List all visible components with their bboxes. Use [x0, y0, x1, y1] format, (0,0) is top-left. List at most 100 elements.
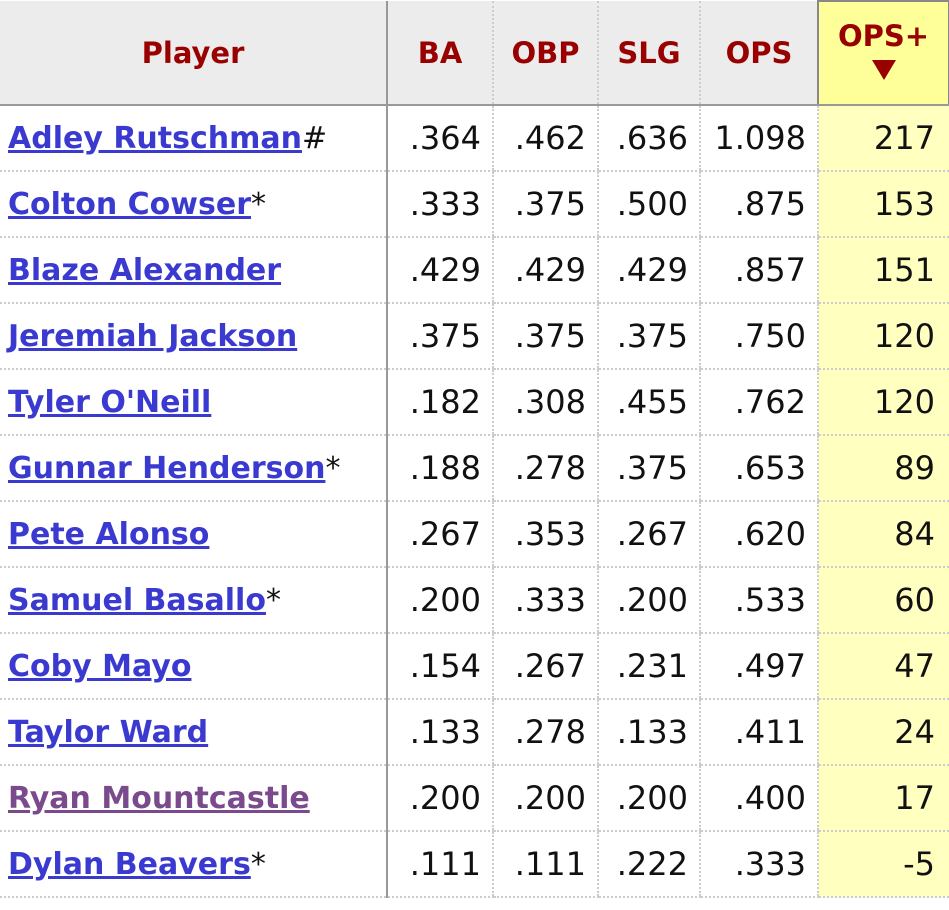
obp-cell: .308	[492, 369, 598, 436]
obp-cell: .333	[492, 567, 598, 634]
player-link[interactable]: Colton Cowser	[8, 186, 252, 222]
player-cell: Ryan Mountcastle	[0, 765, 388, 832]
slg-cell: .455	[597, 369, 700, 436]
player-link[interactable]: Ryan Mountcastle	[8, 780, 310, 816]
slg-cell: .375	[597, 303, 700, 370]
ops-plus-cell: 47	[817, 633, 949, 700]
table-row: Taylor Ward .133.278.133.411 24	[0, 699, 949, 766]
obp-cell: .462	[492, 105, 598, 172]
ba-cell: .200	[386, 765, 493, 832]
table-row: Dylan Beavers* .111.111.222.333 -5	[0, 831, 949, 898]
player-suffix: #	[301, 120, 328, 156]
table-row: Colton Cowser* .333.375.500.875 153	[0, 171, 949, 238]
ops-plus-cell: 84	[817, 501, 949, 568]
ops-cell: .762	[699, 369, 818, 436]
player-cell: Jeremiah Jackson	[0, 303, 388, 370]
ops-plus-cell: 217	[817, 105, 949, 172]
sort-arrow	[871, 60, 896, 80]
ops-plus-cell: 60	[817, 567, 949, 634]
player-link[interactable]: Adley Rutschman	[8, 120, 302, 156]
ba-cell: .188	[386, 435, 493, 502]
ops-cell: .620	[699, 501, 818, 568]
slg-cell: .375	[597, 435, 700, 502]
obp-cell: .353	[492, 501, 598, 568]
player-cell: Blaze Alexander	[0, 237, 388, 304]
ba-cell: .154	[386, 633, 493, 700]
slg-cell: .231	[597, 633, 700, 700]
player-suffix: *	[265, 582, 281, 618]
ops-plus-cell: 120	[817, 303, 949, 370]
player-cell: Pete Alonso	[0, 501, 388, 568]
slg-cell: .222	[597, 831, 700, 898]
header-cell[interactable]: OPS+	[817, 0, 949, 106]
ops-cell: .857	[699, 237, 818, 304]
obp-cell: .375	[492, 303, 598, 370]
player-link[interactable]: Pete Alonso	[8, 516, 210, 552]
slg-cell: .500	[597, 171, 700, 238]
player-link[interactable]: Coby Mayo	[8, 648, 192, 684]
ba-cell: .333	[386, 171, 493, 238]
table-row: Tyler O'Neill .182.308.455.762 120	[0, 369, 949, 436]
table-body: Adley Rutschman# .364.462.636 1.098 217 Colt…	[0, 105, 949, 898]
ops-plus-cell: 24	[817, 699, 949, 766]
ops-cell: .653	[699, 435, 818, 502]
header-cell[interactable]: BA	[386, 1, 493, 106]
table-row: Jeremiah Jackson .375.375.375.750 120	[0, 303, 949, 370]
ba-cell: .133	[386, 699, 493, 766]
header-row: Player BA OBP SLG OPS OPS+	[0, 0, 949, 106]
table-row: Gunnar Henderson* .188.278.375.653 89	[0, 435, 949, 502]
obp-cell: .375	[492, 171, 598, 238]
player-link[interactable]: Blaze Alexander	[8, 252, 282, 288]
player-link[interactable]: Jeremiah Jackson	[8, 318, 298, 354]
ops-plus-cell: 151	[817, 237, 949, 304]
obp-cell: .267	[492, 633, 598, 700]
player-suffix: *	[250, 846, 266, 882]
player-cell: Taylor Ward	[0, 699, 388, 766]
header-label: OPS+	[837, 19, 930, 53]
ba-cell: .182	[386, 369, 493, 436]
player-suffix: *	[251, 186, 267, 222]
ba-cell: .111	[386, 831, 493, 898]
player-cell: Colton Cowser*	[0, 171, 388, 238]
obp-cell: .111	[492, 831, 598, 898]
player-link[interactable]: Taylor Ward	[8, 714, 209, 750]
ops-plus-cell: 17	[817, 765, 949, 832]
ops-cell: 1.098	[699, 105, 818, 172]
player-cell: Samuel Basallo*	[0, 567, 388, 634]
header-cell[interactable]: SLG	[597, 1, 700, 106]
player-link[interactable]: Tyler O'Neill	[8, 384, 212, 420]
ops-cell: .875	[699, 171, 818, 238]
slg-cell: .267	[597, 501, 700, 568]
player-cell: Coby Mayo	[0, 633, 388, 700]
slg-cell: .133	[597, 699, 700, 766]
ba-cell: .267	[386, 501, 493, 568]
ops-plus-cell: -5	[817, 831, 949, 898]
header-cell[interactable]: Player	[0, 1, 388, 106]
table-row: Pete Alonso .267.353.267.620 84	[0, 501, 949, 568]
ba-cell: .364	[386, 105, 493, 172]
slg-cell: .429	[597, 237, 700, 304]
ops-cell: .497	[699, 633, 818, 700]
slg-cell: .200	[597, 567, 700, 634]
player-link[interactable]: Dylan Beavers	[8, 846, 251, 882]
ba-cell: .375	[386, 303, 493, 370]
obp-cell: .200	[492, 765, 598, 832]
player-suffix: *	[325, 450, 341, 486]
header-cell[interactable]: OBP	[492, 1, 598, 106]
table-row: Blaze Alexander .429.429.429.857 151	[0, 237, 949, 304]
ops-plus-cell: 89	[817, 435, 949, 502]
table-row: Coby Mayo .154.267.231.497 47	[0, 633, 949, 700]
ops-cell: .333	[699, 831, 818, 898]
ops-cell: .750	[699, 303, 818, 370]
player-link[interactable]: Gunnar Henderson	[8, 450, 326, 486]
slg-cell: .200	[597, 765, 700, 832]
obp-cell: .278	[492, 435, 598, 502]
player-cell: Dylan Beavers*	[0, 831, 388, 898]
ops-cell: .400	[699, 765, 818, 832]
slg-cell: .636	[597, 105, 700, 172]
header-cell[interactable]: OPS	[699, 1, 818, 106]
table-row: Samuel Basallo* .200.333.200.533 60	[0, 567, 949, 634]
player-link[interactable]: Samuel Basallo	[8, 582, 266, 618]
